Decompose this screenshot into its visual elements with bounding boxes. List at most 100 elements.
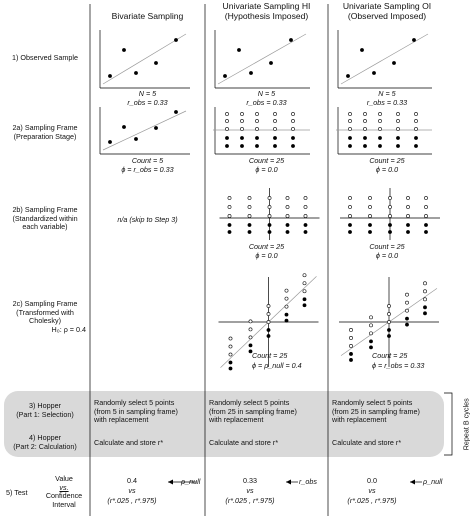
test-b-value: 0.4 xyxy=(127,476,137,485)
grid-point xyxy=(387,304,391,308)
caption-h2c-count: Count = 25 xyxy=(252,351,288,360)
test-ci-label-2: Interval xyxy=(52,499,76,509)
grid-point xyxy=(266,334,271,338)
caption-o1-n: N = 5 xyxy=(378,89,396,98)
caption-h1-r: r_obs = 0.33 xyxy=(246,98,287,107)
grid-point xyxy=(225,112,229,116)
grid-point xyxy=(225,127,229,131)
caption-b2-phi: ϕ = r_obs = 0.33 xyxy=(121,165,174,174)
grid-point xyxy=(387,328,391,332)
grid-point xyxy=(284,304,289,309)
test-labels: Value vs. Confidence Interval xyxy=(38,474,90,509)
grid-point xyxy=(406,223,410,227)
grid-point xyxy=(291,136,295,140)
test-vs-label: vs. xyxy=(59,482,69,492)
hopper-b-line3: with replacement xyxy=(94,415,149,425)
row-label-2a: 2a) Sampling Frame (Preparation Stage) xyxy=(2,123,88,141)
header-univariate-hi: Univariate Sampling HI (Hypothesis Impos… xyxy=(205,1,328,21)
grid-point xyxy=(414,119,418,123)
data-point xyxy=(134,71,138,75)
grid-point xyxy=(369,331,373,336)
fit-line xyxy=(102,33,187,85)
grid-point xyxy=(387,320,391,324)
grid-point xyxy=(255,127,259,131)
grid-point xyxy=(405,316,409,321)
grid-point xyxy=(240,112,244,116)
row-2b-line3: each variable) xyxy=(22,222,68,232)
grid-point xyxy=(266,304,271,308)
grid-point xyxy=(303,196,308,200)
grid-point xyxy=(388,205,392,209)
grid-point xyxy=(424,230,428,234)
grid-point xyxy=(378,144,382,148)
caption-h1-n: N = 5 xyxy=(257,89,276,98)
row-label-2b: 2b) Sampling Frame (Standardized within … xyxy=(2,205,88,232)
grid-point xyxy=(240,136,244,140)
grid-point xyxy=(348,205,352,209)
data-point xyxy=(154,126,158,130)
grid-point xyxy=(285,214,290,218)
grid-point xyxy=(363,119,367,123)
caption-b2-count: Count = 5 xyxy=(131,156,164,165)
grid-point xyxy=(414,112,418,116)
header-hi-line2: (Hypothesis Imposed) xyxy=(224,10,309,21)
data-point xyxy=(360,48,364,52)
data-point xyxy=(122,48,126,52)
data-point xyxy=(392,61,396,65)
data-point xyxy=(108,140,112,144)
grid-point xyxy=(405,292,409,297)
header-bivariate: Bivariate Sampling xyxy=(111,11,184,21)
hopper-calc-oi: Calculate and store r* xyxy=(332,438,402,447)
grid-point xyxy=(349,328,353,332)
grid-point xyxy=(267,196,272,200)
fit-line xyxy=(340,33,429,85)
grid-point xyxy=(363,144,367,148)
grid-point xyxy=(368,214,372,218)
grid-point xyxy=(225,144,229,148)
row-label-observed-sample: 1) Observed Sample xyxy=(12,53,78,62)
test-o-interval: (r*.025 , r*.975) xyxy=(347,496,397,505)
data-point xyxy=(108,74,112,78)
grid-point xyxy=(284,296,289,301)
grid-point xyxy=(423,305,427,310)
grid-point xyxy=(302,303,307,308)
row-2c-h0: H₀: ρ = 0.4 xyxy=(51,324,86,334)
row-label-hopper-calculation: 4) Hopper (Part 2: Calculation) xyxy=(2,433,88,451)
hopper-select-oi: Randomly select 5 points (from 25 in sam… xyxy=(332,398,420,425)
data-point xyxy=(174,38,178,42)
caption-o2b-phi: ϕ = 0.0 xyxy=(375,251,399,260)
grid-point xyxy=(227,214,232,218)
grid-point xyxy=(348,136,352,140)
grid-point xyxy=(285,205,290,209)
grid-point xyxy=(378,112,382,116)
test-b-interval: (r*.025 , r*.975) xyxy=(107,496,157,505)
caption-b1-n: N = 5 xyxy=(138,89,157,98)
row-2c-line3: Cholesky) xyxy=(29,316,61,326)
grid-point xyxy=(368,196,372,200)
grid-point xyxy=(227,223,232,227)
repeat-bracket xyxy=(444,392,453,456)
grid-point xyxy=(266,320,271,324)
row-label-test: 5) Test xyxy=(6,488,28,497)
caption-h2-phi: ϕ = 0.0 xyxy=(255,165,278,174)
grid-point xyxy=(396,119,400,123)
caption-o2c-count: Count = 25 xyxy=(372,351,408,360)
grid-point xyxy=(240,127,244,131)
test-b-arrow-label: ρ_null xyxy=(181,477,201,486)
grid-point xyxy=(348,196,352,200)
hopper-calc-bivariate: Calculate and store r* xyxy=(94,438,164,447)
grid-point xyxy=(266,312,271,316)
grid-point xyxy=(227,196,232,200)
grid-point xyxy=(291,112,295,116)
row-label-2c: 2c) Sampling Frame (Transformed with Cho… xyxy=(2,299,88,334)
row-2b-line2: (Standardized within xyxy=(12,213,78,223)
grid-point xyxy=(348,230,352,234)
test-ci-label-1: Confidence xyxy=(45,491,83,501)
grid-point xyxy=(228,366,233,371)
grid-point xyxy=(291,127,295,131)
caption-b2b-na: n/a (skip to Step 3) xyxy=(117,215,178,224)
hopper-b-line1: Randomly select 5 points xyxy=(94,398,175,407)
grid-point xyxy=(291,144,295,148)
hopper-h-line3: with replacement xyxy=(209,415,264,425)
grid-point xyxy=(284,288,289,293)
